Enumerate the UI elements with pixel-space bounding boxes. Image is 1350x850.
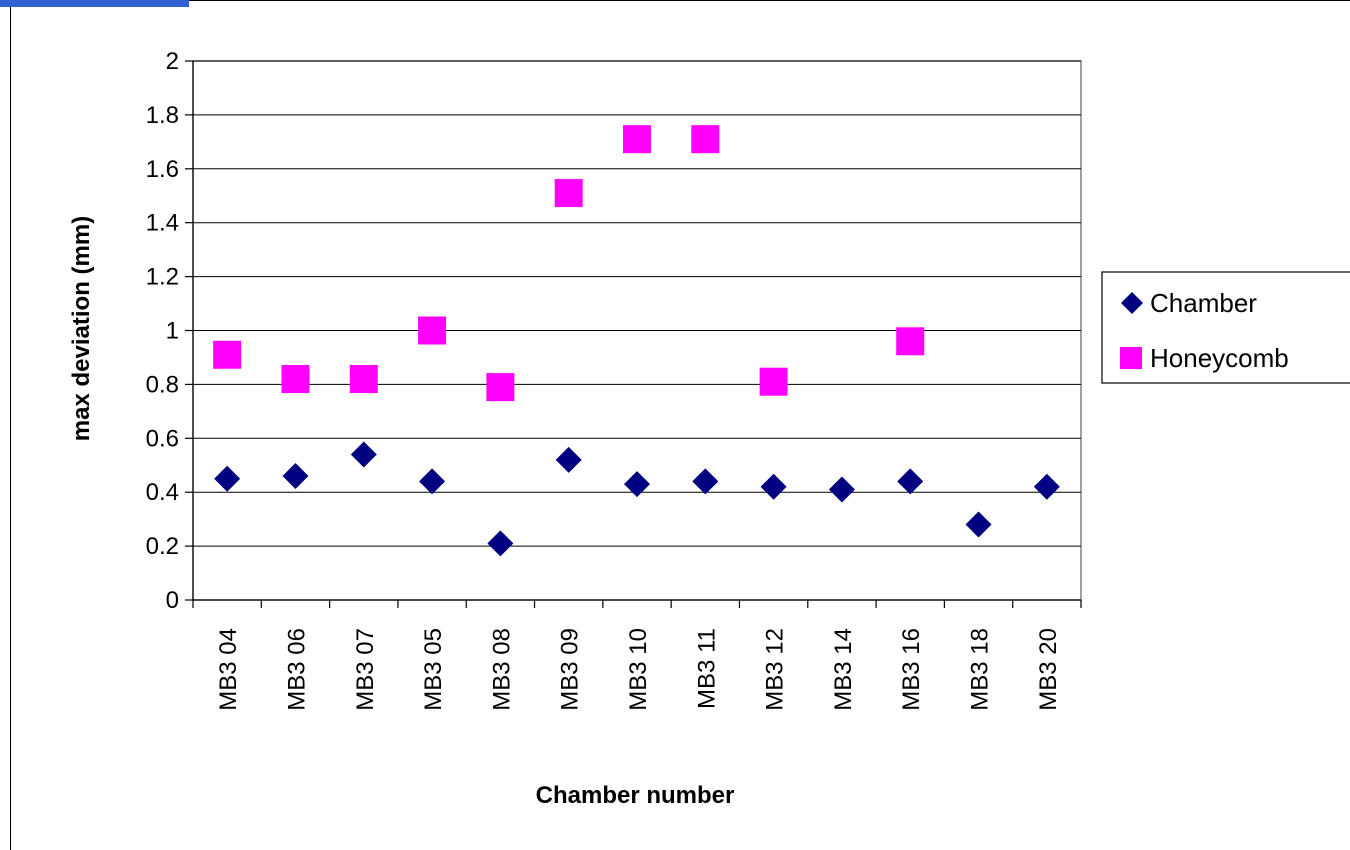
square-point [213, 340, 242, 369]
y-axis-title: max deviation (mm) [68, 216, 95, 441]
legend-item-honeycomb: Honeycomb [1120, 343, 1289, 373]
series-honeycomb [213, 125, 925, 402]
x-tick-label: MB3 07 [352, 628, 379, 711]
legend-label: Chamber [1150, 288, 1257, 318]
y-tick-label: 0.2 [146, 533, 179, 560]
legend-label: Honeycomb [1150, 343, 1289, 373]
x-tick-label: MB3 04 [215, 628, 242, 711]
x-tick-label: MB3 08 [488, 628, 515, 711]
legend-box [1101, 271, 1350, 384]
x-tick-label: MB3 11 [693, 628, 720, 709]
square-point [554, 179, 583, 208]
y-tick-label: 1.8 [146, 102, 179, 129]
legend-item-chamber: Chamber [1121, 288, 1257, 318]
diamond-point [965, 511, 992, 538]
y-tick-label: 0.6 [146, 425, 179, 452]
plot-area: 0 0.2 0.4 0.6 0.8 1 1.2 1.4 1.6 1.8 2 MB3 04 MB3 06… [146, 48, 1082, 711]
y-tick-label: 1.4 [146, 210, 179, 237]
x-axis: MB3 04 MB3 06 MB3 07 MB3 05 MB3 08 MB3 09 MB3 … [192, 599, 1082, 711]
y-tick-label: 2 [166, 48, 179, 75]
x-tick-label: MB3 06 [283, 628, 310, 711]
legend-items: Chamber Honeycomb [1120, 288, 1289, 373]
x-tick-label: MB3 18 [967, 628, 994, 711]
square-legend-icon [1120, 347, 1142, 369]
y-axis: 0 0.2 0.4 0.6 0.8 1 1.2 1.4 1.6 1.8 2 [146, 48, 194, 614]
x-tick-label: MB3 12 [762, 628, 789, 711]
legend: Chamber Honeycomb [1101, 271, 1350, 384]
square-point [486, 373, 515, 402]
diamond-point [282, 463, 309, 490]
diamond-point [1033, 473, 1060, 500]
diamond-point [350, 441, 377, 468]
diamond-point [760, 473, 787, 500]
x-tick-label: MB3 20 [1035, 628, 1062, 711]
diamond-point [555, 446, 582, 473]
y-tick-label: 1.2 [146, 264, 179, 291]
x-tick-label: MB3 16 [898, 628, 925, 711]
square-point [691, 125, 720, 154]
x-tick-label: MB3 09 [557, 628, 584, 711]
x-tick-label: MB3 10 [625, 628, 652, 711]
x-tick-label: MB3 14 [830, 628, 857, 711]
square-point [623, 125, 651, 154]
square-point [759, 367, 788, 396]
y-tick-label: 0.8 [146, 371, 179, 398]
diamond-point [214, 465, 241, 492]
markers [213, 125, 1060, 557]
square-point [349, 365, 378, 394]
series-chamber [214, 441, 1060, 557]
diamond-point [828, 476, 855, 503]
selection-indicator [0, 0, 189, 7]
chart-frame [10, 0, 1350, 850]
square-point [896, 327, 925, 356]
diamond-point [419, 468, 446, 495]
y-tick-label: 0.4 [146, 479, 179, 506]
square-point [418, 316, 447, 345]
y-tick-label: 0 [166, 587, 179, 614]
diamond-point [487, 530, 514, 557]
square-point [281, 365, 310, 394]
x-tick-label: MB3 05 [420, 628, 447, 711]
x-axis-title: Chamber number [536, 782, 735, 809]
y-tick-label: 1.6 [146, 156, 179, 183]
diamond-point [692, 468, 719, 495]
gridlines [193, 60, 1081, 547]
diamond-legend-icon [1121, 292, 1143, 314]
y-tick-label: 1 [166, 318, 179, 345]
diamond-point [897, 468, 924, 495]
diamond-point [624, 471, 650, 498]
